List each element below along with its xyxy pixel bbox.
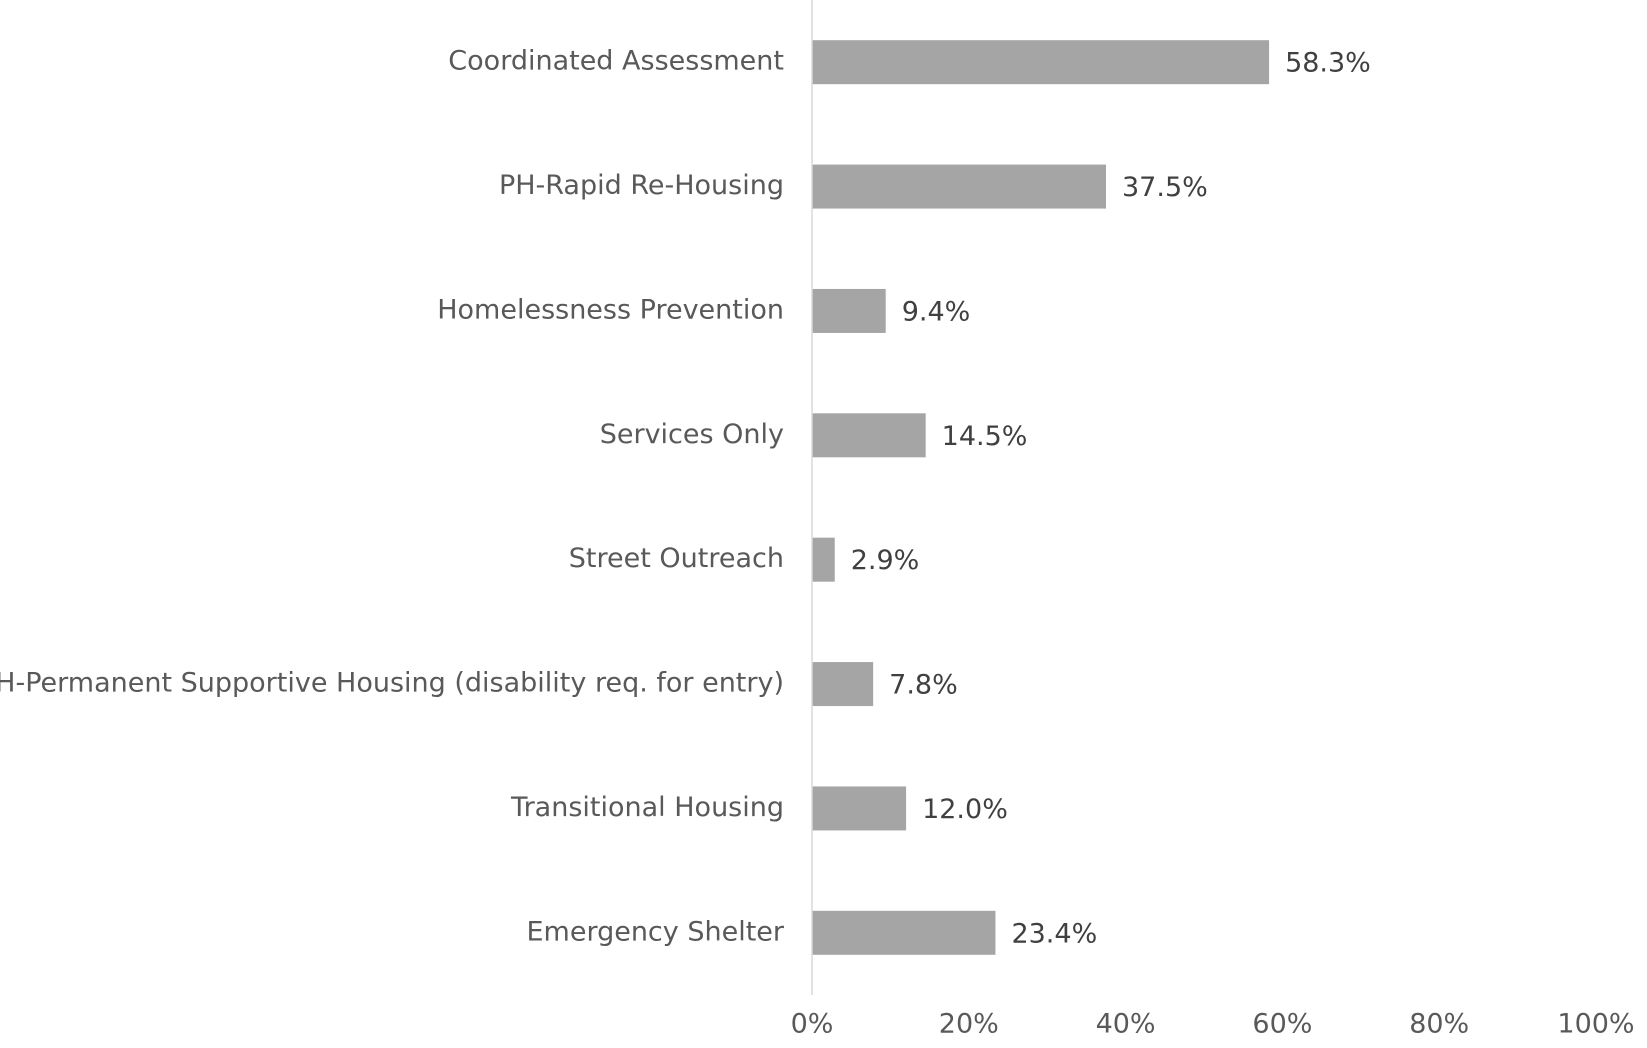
x-tick-label: 40% — [1096, 1009, 1156, 1040]
x-tick-label: 80% — [1409, 1009, 1469, 1040]
data-label: 2.9% — [851, 545, 920, 576]
bar — [812, 537, 835, 582]
bar — [812, 40, 1270, 85]
y-tick-label: Services Only — [600, 419, 784, 450]
data-label: 14.5% — [942, 421, 1028, 452]
bar — [812, 413, 926, 458]
data-label: 37.5% — [1122, 172, 1208, 203]
y-tick-label: Transitional Housing — [510, 792, 784, 823]
bar — [812, 786, 907, 831]
data-label: 9.4% — [902, 296, 971, 327]
bar — [812, 164, 1106, 209]
y-tick-label: Homelessness Prevention — [437, 294, 784, 325]
y-tick-label: PH-Permanent Supportive Housing (disabil… — [0, 668, 784, 699]
data-label: 23.4% — [1011, 918, 1097, 949]
bar — [812, 288, 886, 333]
data-label: 12.0% — [922, 794, 1008, 825]
y-tick-label: Emergency Shelter — [526, 916, 784, 947]
bar — [812, 662, 874, 707]
y-tick-label: Street Outreach — [569, 543, 784, 574]
x-tick-label: 60% — [1252, 1009, 1312, 1040]
y-tick-label: Coordinated Assessment — [448, 46, 784, 77]
data-label: 7.8% — [889, 670, 958, 701]
y-tick-label: PH-Rapid Re-Housing — [499, 170, 784, 201]
bar — [812, 910, 996, 955]
x-tick-label: 0% — [791, 1009, 834, 1040]
x-tick-label: 20% — [939, 1009, 999, 1040]
x-tick-label: 100% — [1557, 1009, 1634, 1040]
data-label: 58.3% — [1285, 48, 1371, 79]
